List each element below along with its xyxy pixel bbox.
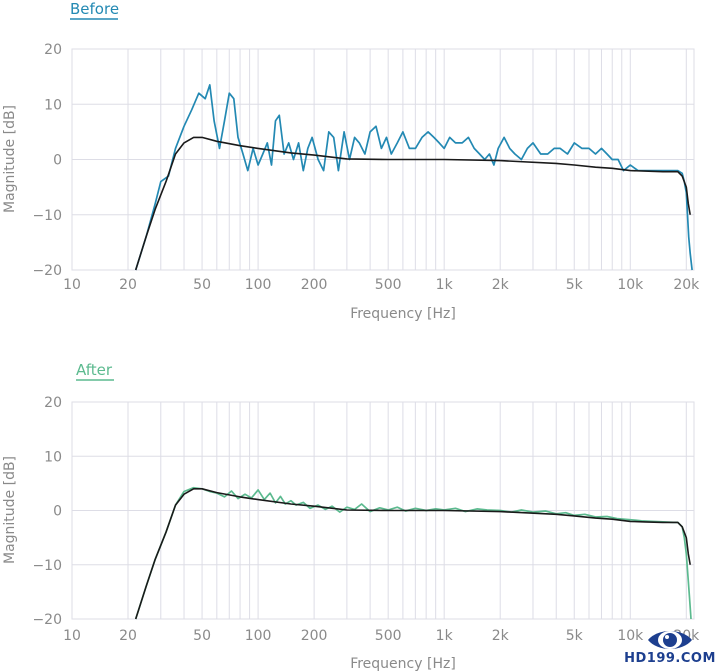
series-line-target xyxy=(134,488,691,620)
y-tick-label: 0 xyxy=(53,153,62,169)
x-tick-label: 1k xyxy=(436,277,454,293)
x-tick-label: 2k xyxy=(492,628,510,644)
x-tick-label: 5k xyxy=(566,277,584,293)
y-tick-label: 20 xyxy=(44,395,62,411)
x-tick-label: 20 xyxy=(119,277,137,293)
x-axis-label: Frequency [Hz] xyxy=(350,306,456,322)
x-tick-label: 200 xyxy=(301,628,328,644)
x-tick-label: 10k xyxy=(617,628,644,644)
y-tick-label: −20 xyxy=(32,612,62,628)
y-tick-label: 10 xyxy=(44,449,62,465)
chart-title: Before xyxy=(70,0,119,18)
x-tick-label: 100 xyxy=(245,277,272,293)
x-tick-label: 1k xyxy=(436,628,454,644)
x-tick-label: 5k xyxy=(566,628,584,644)
series-line-measured xyxy=(134,486,692,620)
eye-logo-icon xyxy=(648,631,692,649)
x-tick-label: 10 xyxy=(63,628,81,644)
x-tick-label: 500 xyxy=(375,628,402,644)
y-tick-label: −20 xyxy=(32,263,62,279)
x-tick-label: 50 xyxy=(193,628,211,644)
series-line-target xyxy=(134,136,691,271)
x-tick-label: 200 xyxy=(301,277,328,293)
x-tick-label: 500 xyxy=(375,277,402,293)
y-axis-label: Magnitude [dB] xyxy=(2,105,18,213)
series-line-measured xyxy=(134,84,693,271)
chart-title: After xyxy=(76,361,113,379)
x-tick-label: 10k xyxy=(617,277,644,293)
x-tick-label: 20 xyxy=(119,628,137,644)
y-tick-label: 10 xyxy=(44,97,62,113)
x-tick-label: 20k xyxy=(673,277,700,293)
y-tick-label: 0 xyxy=(53,504,62,520)
y-tick-label: −10 xyxy=(32,558,62,574)
y-tick-label: 20 xyxy=(44,42,62,58)
y-tick-label: −10 xyxy=(32,208,62,224)
watermark: HD199.COM xyxy=(622,628,718,668)
x-tick-label: 10 xyxy=(63,277,81,293)
watermark-text: HD199.COM xyxy=(624,651,716,666)
x-axis-label: Frequency [Hz] xyxy=(350,656,456,671)
x-tick-label: 100 xyxy=(245,628,272,644)
y-axis-label: Magnitude [dB] xyxy=(2,456,18,564)
x-tick-label: 2k xyxy=(492,277,510,293)
x-tick-label: 50 xyxy=(193,277,211,293)
